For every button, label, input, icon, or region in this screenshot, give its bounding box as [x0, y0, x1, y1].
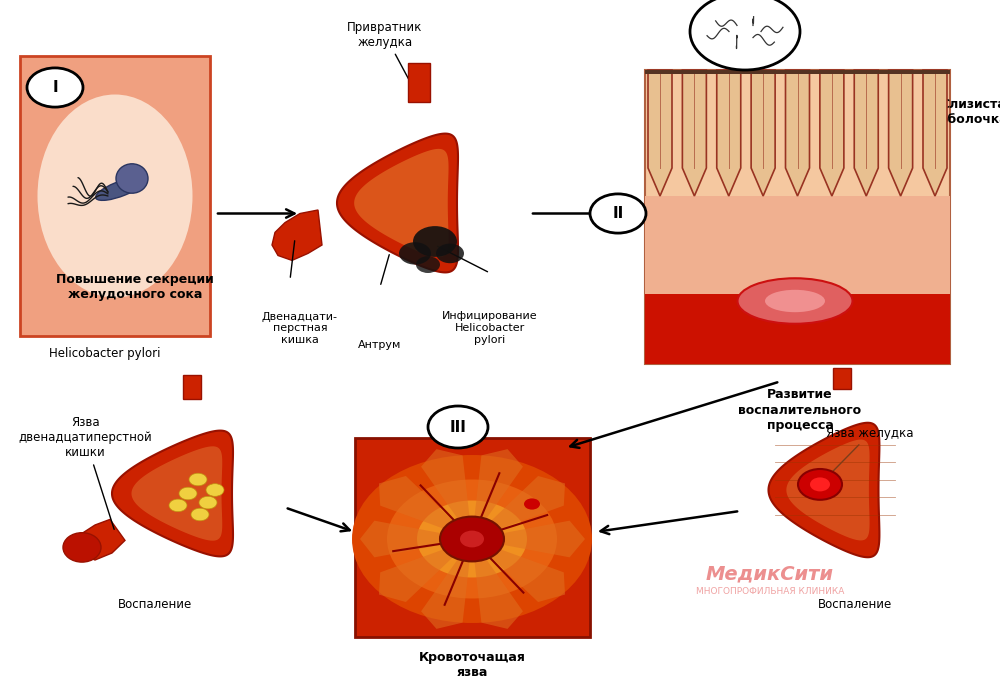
Circle shape	[524, 498, 540, 510]
Polygon shape	[379, 476, 472, 539]
Ellipse shape	[38, 94, 192, 298]
Circle shape	[27, 68, 83, 107]
Circle shape	[690, 0, 800, 70]
Circle shape	[189, 473, 207, 486]
FancyBboxPatch shape	[645, 70, 950, 74]
FancyBboxPatch shape	[833, 368, 851, 388]
Circle shape	[460, 531, 484, 547]
Text: II: II	[612, 206, 624, 221]
Polygon shape	[682, 70, 706, 196]
Polygon shape	[786, 440, 870, 540]
Text: Воспаление: Воспаление	[118, 598, 192, 612]
Polygon shape	[648, 70, 672, 196]
FancyBboxPatch shape	[645, 294, 950, 364]
Text: III: III	[450, 419, 466, 435]
Circle shape	[352, 455, 592, 623]
Text: I: I	[52, 80, 58, 95]
Circle shape	[191, 508, 209, 521]
Ellipse shape	[765, 290, 825, 312]
Polygon shape	[472, 449, 523, 539]
Polygon shape	[337, 134, 458, 272]
Text: Язва желудка: Язва желудка	[822, 427, 914, 482]
Circle shape	[590, 194, 646, 233]
Circle shape	[399, 242, 431, 265]
FancyBboxPatch shape	[183, 374, 201, 399]
Polygon shape	[132, 447, 222, 540]
FancyBboxPatch shape	[408, 63, 430, 102]
Ellipse shape	[63, 533, 101, 562]
Text: Инфицирование
Helicobacter
pylori: Инфицирование Helicobacter pylori	[442, 312, 538, 344]
Text: Язва
двенадцатиперстной
кишки: Язва двенадцатиперстной кишки	[18, 416, 152, 529]
Circle shape	[387, 480, 557, 598]
Ellipse shape	[116, 164, 148, 193]
Text: Кровоточащая
язва: Кровоточащая язва	[419, 651, 525, 679]
Polygon shape	[854, 70, 878, 196]
Circle shape	[436, 244, 464, 263]
Circle shape	[416, 256, 440, 273]
FancyBboxPatch shape	[355, 438, 590, 637]
Polygon shape	[769, 423, 879, 557]
Polygon shape	[472, 476, 565, 539]
Circle shape	[798, 469, 842, 500]
Circle shape	[810, 477, 830, 491]
Text: Helicobacter pylori: Helicobacter pylori	[49, 346, 161, 360]
Text: Привратник
желудка: Привратник желудка	[347, 21, 423, 94]
Circle shape	[199, 496, 217, 509]
Text: МедикСити: МедикСити	[706, 564, 834, 584]
Circle shape	[179, 487, 197, 500]
Polygon shape	[717, 70, 741, 196]
Polygon shape	[78, 519, 125, 560]
Circle shape	[428, 406, 488, 448]
Polygon shape	[354, 149, 449, 257]
Polygon shape	[421, 449, 472, 539]
Text: Двенадцати-
перстная
кишка: Двенадцати- перстная кишка	[262, 312, 338, 344]
Polygon shape	[472, 539, 523, 629]
Polygon shape	[360, 521, 472, 557]
Circle shape	[417, 500, 527, 578]
Polygon shape	[379, 539, 472, 602]
Text: Воспаление: Воспаление	[818, 598, 892, 612]
Polygon shape	[472, 521, 585, 557]
Ellipse shape	[96, 178, 144, 200]
Text: Антрум: Антрум	[358, 340, 402, 349]
Polygon shape	[786, 70, 810, 196]
Text: Повышение секреции
желудочного сока: Повышение секреции желудочного сока	[56, 273, 214, 301]
Polygon shape	[923, 70, 947, 196]
FancyBboxPatch shape	[20, 56, 210, 336]
Polygon shape	[820, 70, 844, 196]
Circle shape	[440, 517, 504, 561]
Circle shape	[413, 226, 457, 257]
Circle shape	[206, 484, 224, 496]
Polygon shape	[751, 70, 775, 196]
FancyBboxPatch shape	[645, 196, 950, 294]
Polygon shape	[472, 539, 565, 602]
Ellipse shape	[738, 279, 852, 324]
Polygon shape	[889, 70, 913, 196]
Polygon shape	[112, 430, 233, 556]
FancyBboxPatch shape	[645, 70, 950, 364]
Polygon shape	[272, 210, 322, 260]
Text: МНОГОПРОФИЛЬНАЯ КЛИНИКА: МНОГОПРОФИЛЬНАЯ КЛИНИКА	[696, 587, 844, 596]
Text: Развитие
воспалительного
процесса: Развитие воспалительного процесса	[738, 389, 862, 431]
Text: Слизистая
оболочка: Слизистая оболочка	[940, 98, 1000, 126]
Circle shape	[169, 499, 187, 512]
Polygon shape	[421, 539, 472, 629]
